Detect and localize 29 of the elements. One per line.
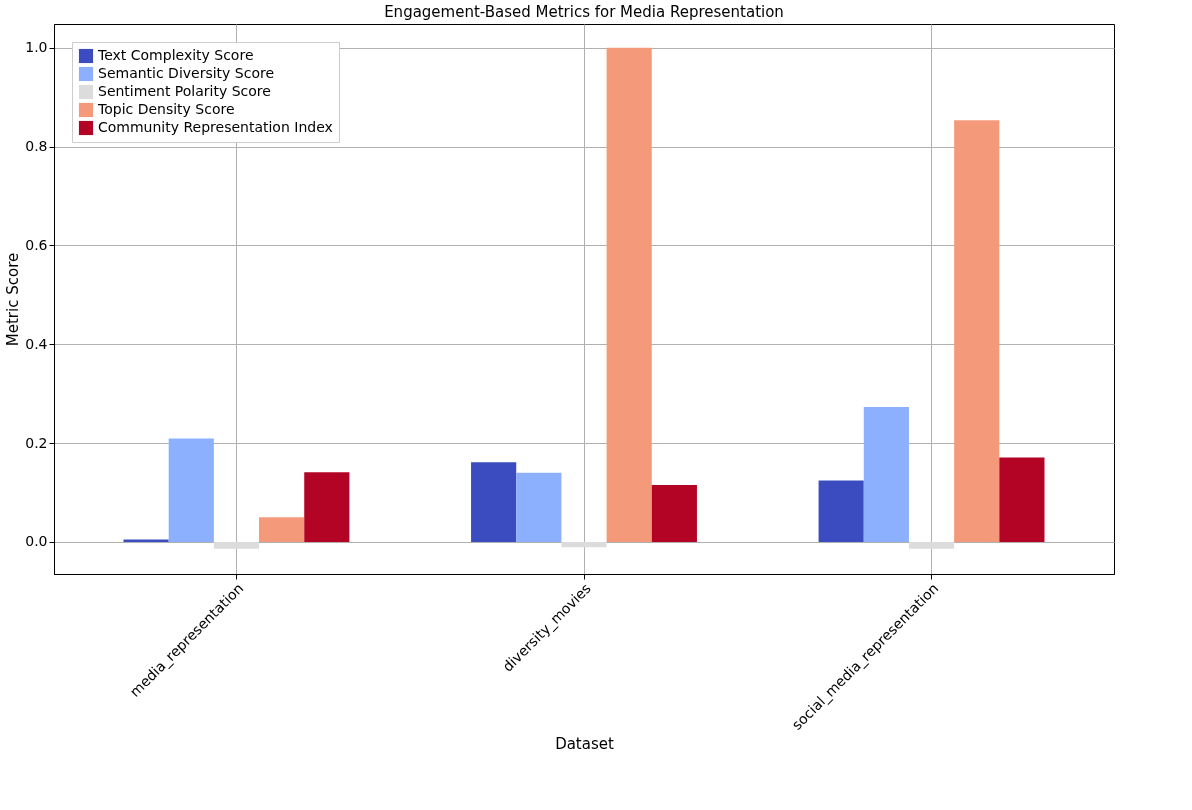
y-axis-title: Metric Score xyxy=(4,252,23,347)
y-tick-label: 0.6 xyxy=(25,236,48,253)
bar xyxy=(954,120,1000,542)
bar xyxy=(818,480,864,542)
chart-title: Engagement-Based Metrics for Media Representation xyxy=(384,3,784,21)
bar xyxy=(168,438,214,542)
legend-label: Sentiment Polarity Score xyxy=(98,83,271,99)
bar xyxy=(999,457,1045,542)
bar xyxy=(651,485,697,542)
bar xyxy=(471,462,517,542)
bar xyxy=(213,541,260,549)
y-tick-label: 0.2 xyxy=(25,434,48,451)
bar xyxy=(908,541,955,549)
bar xyxy=(123,539,169,542)
y-tick-label: 0.4 xyxy=(25,335,48,352)
bar xyxy=(606,47,652,542)
legend-label: Text Complexity Score xyxy=(97,47,254,63)
legend-label: Community Representation Index xyxy=(98,119,333,135)
x-axis-title: Dataset xyxy=(555,734,614,753)
y-tick-label: 0.8 xyxy=(25,138,48,155)
bar xyxy=(863,406,909,542)
bar xyxy=(516,472,562,542)
legend-label: Topic Density Score xyxy=(97,101,235,117)
bar xyxy=(259,517,305,542)
y-tick-label: 1.0 xyxy=(25,39,48,56)
y-tick-label: 0.0 xyxy=(25,533,48,550)
bar xyxy=(561,541,607,548)
legend-label: Semantic Diversity Score xyxy=(98,65,275,81)
bar xyxy=(304,472,350,542)
